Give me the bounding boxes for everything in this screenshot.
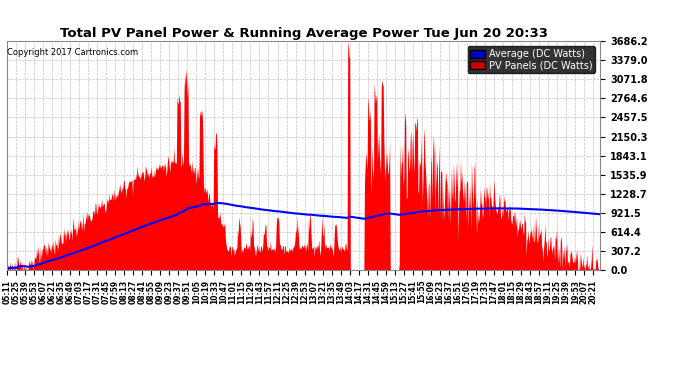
- Title: Total PV Panel Power & Running Average Power Tue Jun 20 20:33: Total PV Panel Power & Running Average P…: [59, 27, 548, 40]
- Text: Copyright 2017 Cartronics.com: Copyright 2017 Cartronics.com: [8, 48, 139, 57]
- Legend: Average (DC Watts), PV Panels (DC Watts): Average (DC Watts), PV Panels (DC Watts): [468, 46, 595, 74]
